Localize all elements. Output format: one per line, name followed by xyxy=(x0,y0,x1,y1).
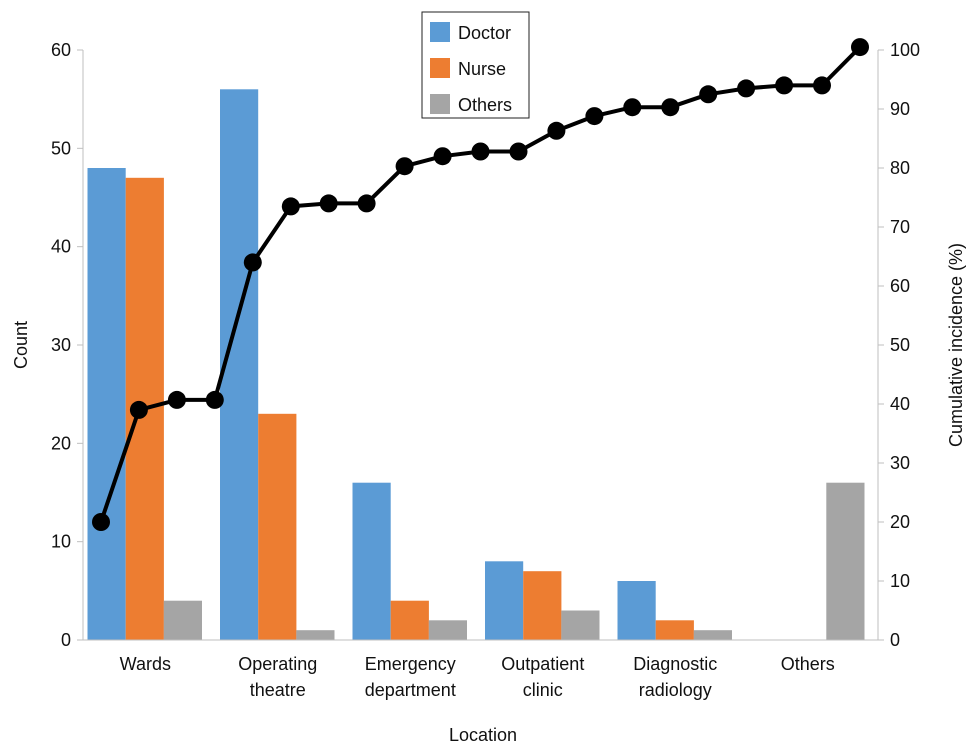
bar-others-4 xyxy=(693,630,732,640)
bar-nurse-1 xyxy=(258,413,297,640)
legend-label-others: Others xyxy=(458,95,512,115)
x-tick-label: Operating xyxy=(238,654,317,674)
cumulative-point xyxy=(623,98,642,117)
legend-swatch-nurse xyxy=(430,58,450,78)
y-right-tick-label: 50 xyxy=(890,335,910,355)
x-tick-label: Outpatient xyxy=(501,654,584,674)
y-right-tick-label: 30 xyxy=(890,453,910,473)
cumulative-point xyxy=(547,121,566,140)
y-right-tick-label: 40 xyxy=(890,394,910,414)
y-axis-right-title: Cumulative incidence (%) xyxy=(946,243,966,447)
cumulative-point xyxy=(167,390,186,409)
legend-swatch-doctor xyxy=(430,22,450,42)
legend: Doctor Nurse Others xyxy=(421,11,530,119)
cumulative-point xyxy=(395,157,414,176)
cumulative-point xyxy=(737,79,756,98)
labels-layer: 0 10 20 30 40 50 60 0 10 20 30 40 50 60 70 80 90 100 Wards… xyxy=(11,40,966,744)
bar-doctor-0 xyxy=(87,168,126,640)
x-tick-label: department xyxy=(365,680,456,700)
cumulative-point xyxy=(433,147,452,166)
bars-layer xyxy=(87,89,865,641)
bar-nurse-3 xyxy=(523,571,562,640)
y-right-tick-label: 100 xyxy=(890,40,920,60)
x-axis-title: Location xyxy=(449,725,517,744)
x-tick-label: clinic xyxy=(523,680,563,700)
x-tick-label: theatre xyxy=(250,680,306,700)
bar-others-0 xyxy=(163,600,202,640)
bar-others-5 xyxy=(826,482,865,640)
y-right-tick-label: 60 xyxy=(890,276,910,296)
x-tick-label: Diagnostic xyxy=(633,654,717,674)
y-right-tick-label: 80 xyxy=(890,158,910,178)
axes-layer xyxy=(77,49,884,641)
bar-others-1 xyxy=(296,630,335,640)
y-left-tick-label: 60 xyxy=(51,40,71,60)
y-right-tick-label: 70 xyxy=(890,217,910,237)
cumulative-point xyxy=(585,107,604,126)
y-left-tick-label: 10 xyxy=(51,532,71,552)
bar-others-2 xyxy=(428,620,467,640)
x-tick-label: radiology xyxy=(639,680,712,700)
cumulative-point xyxy=(699,85,718,104)
x-tick-label: Others xyxy=(781,654,835,674)
cumulative-point xyxy=(205,390,224,409)
cumulative-point xyxy=(775,76,794,95)
cumulative-line-layer xyxy=(92,38,869,531)
y-left-tick-label: 20 xyxy=(51,433,71,453)
legend-label-nurse: Nurse xyxy=(458,59,506,79)
y-right-tick-label: 0 xyxy=(890,630,900,650)
y-left-tick-label: 50 xyxy=(51,138,71,158)
cumulative-point xyxy=(92,513,110,531)
y-right-tick-label: 20 xyxy=(890,512,910,532)
cumulative-point xyxy=(129,400,148,419)
y-right-tick-label: 90 xyxy=(890,99,910,119)
y-axis-left-title: Count xyxy=(11,321,31,369)
cumulative-point xyxy=(813,76,831,95)
cumulative-point xyxy=(851,38,869,57)
bar-doctor-2 xyxy=(352,482,391,640)
cumulative-point xyxy=(281,197,300,216)
y-right-tick-label: 10 xyxy=(890,571,910,591)
bar-others-3 xyxy=(561,610,600,640)
y-left-tick-label: 40 xyxy=(51,237,71,257)
cumulative-point xyxy=(357,194,376,213)
cumulative-point xyxy=(661,98,680,117)
legend-label-doctor: Doctor xyxy=(458,23,511,43)
x-tick-label: Wards xyxy=(120,654,171,674)
bar-doctor-3 xyxy=(485,561,524,640)
cumulative-point xyxy=(243,253,262,272)
bar-nurse-4 xyxy=(655,620,694,640)
bar-nurse-2 xyxy=(390,600,429,640)
cumulative-point xyxy=(471,142,490,161)
y-left-tick-label: 0 xyxy=(61,630,71,650)
bar-doctor-4 xyxy=(617,581,656,640)
cumulative-point xyxy=(509,142,528,161)
cumulative-point xyxy=(319,194,338,213)
y-left-tick-label: 30 xyxy=(51,335,71,355)
x-tick-label: Emergency xyxy=(365,654,456,674)
legend-swatch-others xyxy=(430,94,450,114)
